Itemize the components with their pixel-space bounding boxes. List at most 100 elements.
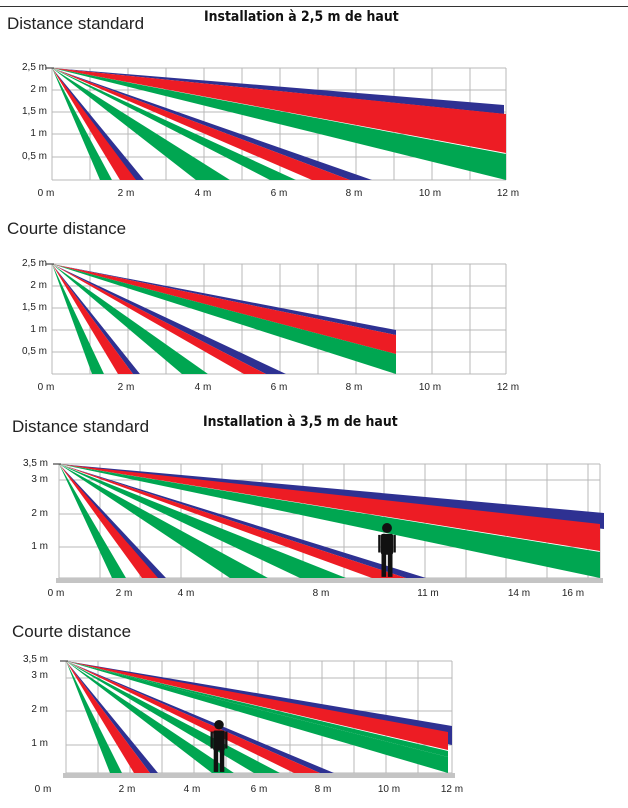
person-icon: [210, 720, 228, 772]
diagram-standard-3-5m: 3,5 m 3 m 2 m 1 m 0 m 2 m 4 m 8 m 11 m 14 m 16 m: [23, 458, 604, 599]
x-tick-label: 4 m: [195, 382, 212, 393]
person-body: [213, 730, 225, 751]
beam-green: [52, 68, 230, 180]
person-leg-left: [381, 553, 387, 577]
x-tick-label: 12 m: [441, 784, 463, 795]
beam-green: [59, 464, 268, 578]
beam-red: [66, 661, 320, 773]
x-tick-label: 10 m: [378, 784, 400, 795]
beam-red: [52, 68, 350, 180]
x-tick-label: 10 m: [419, 382, 441, 393]
y-tick-label: 1 m: [31, 738, 48, 749]
person-arm-left: [378, 534, 381, 553]
section-4-title: Courte distance: [12, 622, 132, 641]
beam-green: [59, 464, 346, 578]
person-head: [214, 720, 224, 730]
y-tick-label: 1,5 m: [22, 302, 47, 313]
beam-red: [66, 661, 150, 773]
x-tick-label: 6 m: [251, 784, 268, 795]
x-tick-label: 6 m: [271, 382, 288, 393]
x-tick-label: 12 m: [497, 382, 519, 393]
beam-blue: [66, 661, 158, 773]
y-tick-label: 1 m: [31, 541, 48, 552]
beam-green: [52, 264, 104, 374]
beam-blue: [52, 264, 286, 374]
beam-green: [59, 464, 600, 578]
section-3-title: Distance standard: [12, 417, 150, 436]
beam-red: [52, 264, 266, 374]
person-arm-right: [393, 534, 396, 553]
beam-green: [52, 68, 296, 180]
x-tick-label: 4 m: [178, 588, 195, 599]
x-tick-label: 8 m: [346, 382, 363, 393]
x-tick-label: 2 m: [119, 784, 136, 795]
beam-green: [52, 264, 208, 374]
beam-blue: [52, 68, 144, 180]
person-arm-right: [225, 731, 228, 749]
x-tick-label: 14 m: [508, 588, 530, 599]
y-tick-label: 2,5 m: [22, 258, 47, 269]
person-leg-left: [213, 749, 219, 772]
x-tick-label: 8 m: [315, 784, 332, 795]
beam-blue: [52, 68, 372, 180]
beam-blue: [66, 661, 334, 773]
beam-red: [59, 464, 406, 578]
y-tick-label: 1,5 m: [22, 106, 47, 117]
x-tick-label: 0 m: [48, 588, 65, 599]
x-tick-label: 12 m: [497, 188, 519, 199]
x-tick-label: 2 m: [116, 588, 133, 599]
x-tick-label: 2 m: [118, 382, 135, 393]
beam-green: [66, 661, 122, 773]
x-tick-label: 8 m: [346, 188, 363, 199]
diagram-standard-2-5m: 2,5 m 2 m 1,5 m 1 m 0,5 m 0 m 2 m 4 m 6 m 8 m 10 m…: [22, 62, 519, 199]
x-tick-label: 2 m: [118, 188, 135, 199]
person-leg-right: [387, 553, 393, 577]
y-tick-label: 2 m: [31, 704, 48, 715]
person-icon: [378, 523, 396, 577]
y-tick-label: 2,5 m: [22, 62, 47, 73]
beam-green: [52, 68, 112, 180]
beam-green: [52, 264, 396, 374]
beam-green: [66, 661, 448, 773]
section-3-install-title: Installation à 3,5 m de haut: [203, 414, 398, 430]
y-tick-label: 2 m: [30, 280, 47, 291]
section-1-install-title: Installation à 2,5 m de haut: [204, 9, 399, 25]
x-tick-label: 8 m: [313, 588, 330, 599]
beam-green: [66, 661, 234, 773]
person-head: [382, 523, 392, 533]
person-leg-right: [219, 749, 225, 772]
beam-blue: [59, 464, 166, 578]
x-tick-label: 0 m: [35, 784, 52, 795]
x-tick-label: 4 m: [195, 188, 212, 199]
beam-red: [52, 68, 506, 153]
x-tick-label: 4 m: [184, 784, 201, 795]
y-tick-label: 3 m: [31, 474, 48, 485]
y-tick-label: 2 m: [31, 508, 48, 519]
person-arm-left: [210, 731, 213, 749]
x-tick-label: 11 m: [417, 588, 439, 599]
y-tick-label: 0,5 m: [22, 346, 47, 357]
person-body: [380, 533, 394, 555]
y-tick-label: 1 m: [30, 128, 47, 139]
ground-strip: [63, 773, 455, 778]
top-rule: [0, 6, 628, 7]
beam-red: [59, 464, 600, 551]
y-tick-label: 3 m: [31, 670, 48, 681]
ground-strip: [56, 578, 603, 583]
beam-red: [66, 661, 448, 750]
section-2-title: Courte distance: [7, 219, 127, 238]
beam-red: [52, 264, 133, 374]
section-1-title: Distance standard: [7, 14, 145, 33]
beam-red: [59, 464, 158, 578]
y-tick-label: 3,5 m: [23, 654, 48, 665]
x-tick-label: 10 m: [419, 188, 441, 199]
beam-green: [52, 68, 506, 180]
x-tick-label: 0 m: [38, 382, 55, 393]
beam-red: [52, 68, 136, 180]
x-tick-label: 6 m: [271, 188, 288, 199]
x-tick-label: 16 m: [562, 588, 584, 599]
beam-blue: [59, 464, 426, 578]
x-tick-label: 0 m: [38, 188, 55, 199]
beam-green: [59, 464, 126, 578]
y-tick-label: 1 m: [30, 324, 47, 335]
